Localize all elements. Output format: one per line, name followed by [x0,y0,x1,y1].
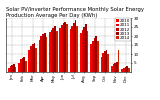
Bar [42,34,44,72]
Bar [118,50,120,72]
Bar [114,63,116,72]
Bar [54,26,56,72]
Bar [116,62,118,72]
Bar [83,27,85,72]
Bar [71,26,73,72]
Bar [90,44,92,72]
Bar [107,54,109,72]
Bar [128,68,130,72]
Bar [34,43,35,72]
Legend: 2010, 2011, 2012, 2013, 2014: 2010, 2011, 2012, 2013, 2014 [115,18,131,41]
Bar [87,31,88,72]
Bar [85,24,87,72]
Bar [92,40,94,72]
Bar [66,24,68,72]
Bar [13,64,15,72]
Bar [10,66,11,72]
Bar [35,48,37,72]
Bar [30,46,32,72]
Bar [80,33,82,72]
Bar [101,57,102,72]
Bar [126,66,128,72]
Bar [49,32,51,72]
Bar [104,51,106,72]
Bar [46,37,47,72]
Bar [18,63,20,72]
Bar [63,23,64,72]
Bar [56,31,58,72]
Bar [11,65,13,72]
Bar [25,61,27,72]
Bar [75,20,76,72]
Bar [8,68,10,72]
Bar [106,50,107,72]
Bar [15,67,16,72]
Bar [125,67,126,72]
Bar [59,28,61,72]
Bar [51,30,52,72]
Bar [40,36,42,72]
Bar [39,40,40,72]
Bar [111,66,113,72]
Bar [94,38,95,72]
Bar [121,69,123,72]
Bar [102,53,104,72]
Bar [44,33,46,72]
Bar [32,44,34,72]
Bar [73,22,75,72]
Bar [95,36,97,72]
Bar [23,57,25,72]
Bar [22,58,23,72]
Bar [97,41,99,72]
Bar [82,30,83,72]
Bar [28,50,30,72]
Text: Solar PV/Inverter Performance Monthly Solar Energy Production Average Per Day (K: Solar PV/Inverter Performance Monthly So… [6,7,144,18]
Bar [113,64,114,72]
Bar [20,58,22,72]
Bar [61,25,63,72]
Bar [64,22,66,72]
Bar [76,26,78,72]
Bar [70,29,71,72]
Bar [123,68,125,72]
Bar [52,28,54,72]
